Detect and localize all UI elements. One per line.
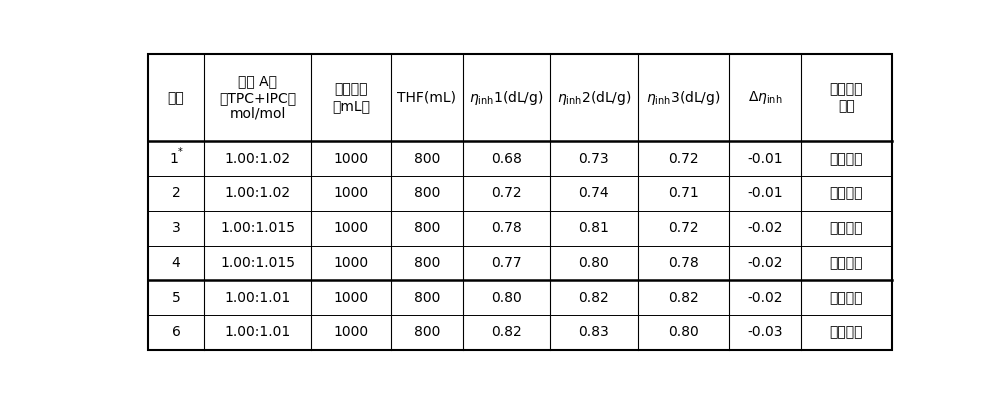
Text: 1000: 1000 (334, 152, 369, 166)
Text: 800: 800 (414, 291, 440, 305)
Text: 3: 3 (172, 221, 180, 235)
Text: 1000: 1000 (334, 186, 369, 200)
Text: 无色透明: 无色透明 (830, 256, 863, 270)
Text: -0.03: -0.03 (747, 326, 783, 340)
Text: -0.02: -0.02 (747, 221, 783, 235)
Text: 编号: 编号 (168, 91, 184, 105)
Text: 无色透明: 无色透明 (830, 186, 863, 200)
Text: 0.82: 0.82 (491, 326, 522, 340)
Text: 0.72: 0.72 (668, 152, 699, 166)
Text: 1.00:1.02: 1.00:1.02 (225, 152, 291, 166)
Text: 800: 800 (414, 186, 440, 200)
Text: 1000: 1000 (334, 291, 369, 305)
Text: 4: 4 (172, 256, 180, 270)
Text: *: * (178, 147, 183, 157)
Text: 0.72: 0.72 (668, 221, 699, 235)
Text: 二氯甲烷
（mL）: 二氯甲烷 （mL） (332, 83, 370, 113)
Text: 1: 1 (169, 152, 178, 166)
Text: 0.72: 0.72 (491, 186, 522, 200)
Text: 0.77: 0.77 (491, 256, 522, 270)
Text: 0.80: 0.80 (578, 256, 609, 270)
Text: -0.01: -0.01 (747, 186, 783, 200)
Text: 0.73: 0.73 (579, 152, 609, 166)
Text: 6: 6 (172, 326, 181, 340)
Text: 无色透明: 无色透明 (830, 291, 863, 305)
Text: 0.74: 0.74 (579, 186, 609, 200)
Text: 0.83: 0.83 (578, 326, 609, 340)
Text: 800: 800 (414, 326, 440, 340)
Text: 融融变色
情况: 融融变色 情况 (830, 83, 863, 113)
Text: 1.00:1.02: 1.00:1.02 (225, 186, 291, 200)
Text: 0.82: 0.82 (578, 291, 609, 305)
Text: 800: 800 (414, 221, 440, 235)
Text: 0.78: 0.78 (668, 256, 699, 270)
Text: 5: 5 (172, 291, 180, 305)
Text: 0.81: 0.81 (578, 221, 609, 235)
Text: 2: 2 (172, 186, 180, 200)
Text: $\Delta\eta_{\mathrm{inh}}$: $\Delta\eta_{\mathrm{inh}}$ (748, 89, 782, 106)
Text: 1.00:1.01: 1.00:1.01 (225, 291, 291, 305)
Text: THF(mL): THF(mL) (397, 91, 456, 105)
Text: 1000: 1000 (334, 326, 369, 340)
Text: 1.00:1.01: 1.00:1.01 (225, 326, 291, 340)
Text: $\eta_{\mathrm{inh}}$2(dL/g): $\eta_{\mathrm{inh}}$2(dL/g) (557, 89, 631, 107)
Text: 无色透明: 无色透明 (830, 152, 863, 166)
Text: -0.02: -0.02 (747, 256, 783, 270)
Text: 0.80: 0.80 (668, 326, 699, 340)
Text: 1.00:1.015: 1.00:1.015 (220, 256, 295, 270)
Text: 800: 800 (414, 256, 440, 270)
Text: -0.01: -0.01 (747, 152, 783, 166)
Text: 无色透明: 无色透明 (830, 221, 863, 235)
Text: -0.02: -0.02 (747, 291, 783, 305)
Text: 1000: 1000 (334, 221, 369, 235)
Text: 1.00:1.015: 1.00:1.015 (220, 221, 295, 235)
Text: 双酚 A：
（TPC+IPC）
mol/mol: 双酚 A： （TPC+IPC） mol/mol (219, 74, 296, 121)
Text: $\eta_{\mathrm{inh}}$1(dL/g): $\eta_{\mathrm{inh}}$1(dL/g) (469, 89, 544, 107)
Text: 1000: 1000 (334, 256, 369, 270)
Text: 0.68: 0.68 (491, 152, 522, 166)
Text: 0.78: 0.78 (491, 221, 522, 235)
Text: $\eta_{\mathrm{inh}}$3(dL/g): $\eta_{\mathrm{inh}}$3(dL/g) (646, 89, 721, 107)
Text: 800: 800 (414, 152, 440, 166)
Text: 0.80: 0.80 (491, 291, 522, 305)
Text: 0.82: 0.82 (668, 291, 699, 305)
Text: 无色透明: 无色透明 (830, 326, 863, 340)
Text: 0.71: 0.71 (668, 186, 699, 200)
